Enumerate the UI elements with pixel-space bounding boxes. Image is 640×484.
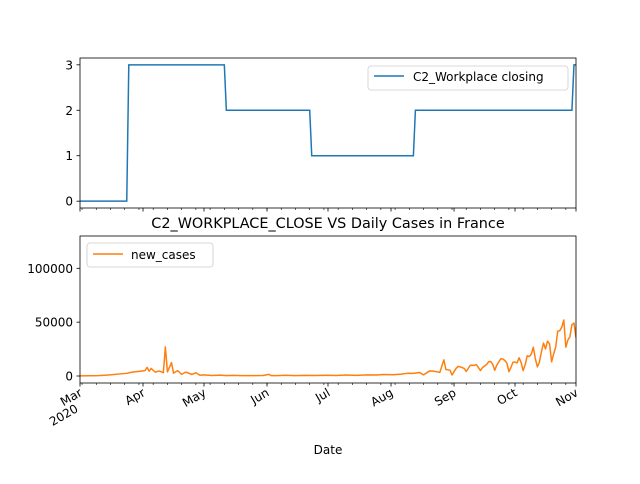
x-tick-label: Jul — [312, 385, 332, 405]
top-legend: C2_Workplace closing — [367, 65, 569, 91]
top-subplot: 0 1 2 3 C2_Workplace closing — [65, 57, 577, 212]
series-line-new-cases — [80, 319, 576, 377]
bottom-plot-area — [80, 319, 576, 377]
top-y-axis: 0 1 2 3 — [65, 58, 80, 209]
bottom-legend-box — [86, 242, 214, 268]
series-line-workplace-closing — [80, 64, 576, 202]
bottom-y-tick-label: 50000 — [35, 316, 73, 330]
bottom-y-tick-label: 100000 — [27, 262, 73, 276]
top-plot-area — [80, 64, 576, 202]
top-y-tick-label: 2 — [65, 104, 73, 118]
top-x-axis — [79, 208, 577, 212]
top-y-tick-label: 0 — [65, 195, 73, 209]
bottom-legend: new_cases — [86, 242, 214, 268]
top-legend-label: C2_Workplace closing — [413, 70, 544, 84]
bottom-y-axis: 0 50000 100000 — [27, 262, 80, 384]
chart-title: C2_WORKPLACE_CLOSE VS Daily Cases in Fra… — [151, 216, 505, 232]
top-y-tick-label: 1 — [65, 149, 73, 163]
x-axis-label: Date — [314, 443, 343, 457]
top-y-tick-label: 3 — [65, 58, 73, 72]
bottom-y-tick-label: 0 — [65, 370, 73, 384]
bottom-legend-label: new_cases — [131, 248, 196, 262]
top-legend-box — [367, 65, 569, 91]
